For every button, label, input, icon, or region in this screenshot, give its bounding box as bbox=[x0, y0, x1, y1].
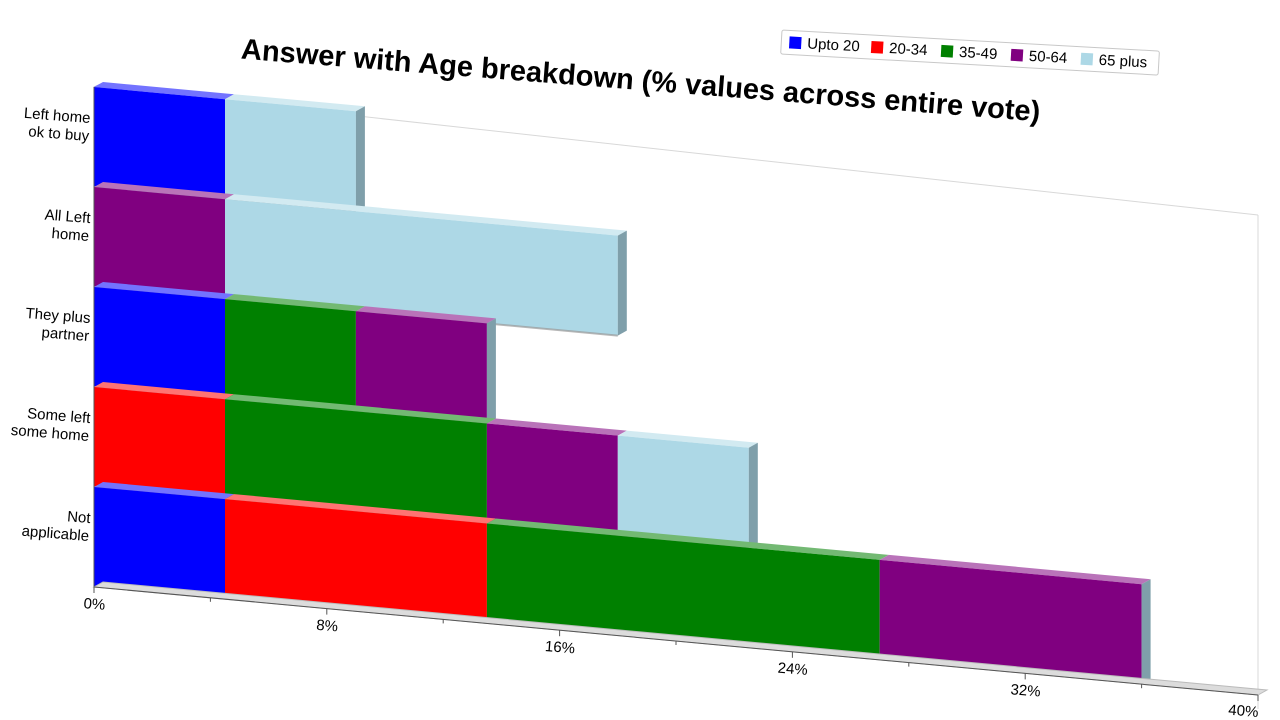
bar-top-1-4 bbox=[225, 194, 627, 236]
bar-segment bbox=[94, 187, 225, 300]
bar-end-cap bbox=[617, 230, 627, 336]
bar-segment bbox=[225, 399, 487, 524]
bar-top-3-3 bbox=[486, 418, 627, 436]
bar-segment bbox=[486, 423, 618, 536]
legend-swatch bbox=[940, 44, 954, 58]
category-label: All Lefthome bbox=[43, 206, 92, 245]
legend-swatch bbox=[870, 41, 884, 54]
bar-top-4-3 bbox=[879, 554, 1151, 585]
legend-box: Upto 20 20-34 35-49 50-64 65 plus bbox=[780, 29, 1160, 76]
legend-entry: 35-49 bbox=[959, 44, 998, 63]
bar-top-2-3 bbox=[355, 306, 496, 324]
legend-swatch bbox=[788, 36, 802, 50]
bars-group: Left homeok to buy All Lefthome They plusp… bbox=[10, 82, 1151, 685]
bar-segment bbox=[225, 299, 356, 412]
bar-segment bbox=[617, 435, 749, 548]
bar-top-2-2 bbox=[225, 294, 365, 312]
x-tick-label: 40% bbox=[1228, 702, 1259, 720]
bar-end-cap bbox=[486, 318, 496, 424]
category-label: Left homeok to buy bbox=[22, 105, 92, 145]
bar-segment bbox=[94, 287, 225, 400]
bar-top-0-4 bbox=[225, 94, 365, 112]
x-tick-label: 32% bbox=[1010, 681, 1041, 700]
legend-entry: 20-34 bbox=[889, 40, 928, 59]
bar-segment bbox=[355, 311, 487, 424]
legend-swatch bbox=[1010, 48, 1024, 62]
x-tick-label: 0% bbox=[83, 595, 106, 614]
bar-end-cap bbox=[1141, 579, 1151, 685]
bar-segment bbox=[225, 499, 487, 624]
bar-segment bbox=[486, 523, 880, 660]
legend-swatch bbox=[1080, 52, 1094, 66]
legend-entry: 50-64 bbox=[1028, 48, 1067, 67]
x-tick-label: 8% bbox=[316, 617, 339, 636]
bar-segment bbox=[94, 487, 225, 600]
bar-segment bbox=[94, 387, 225, 500]
bar-top-4-0 bbox=[94, 482, 234, 500]
legend-entry: Upto 20 bbox=[807, 35, 860, 55]
category-label: Some leftsome home bbox=[10, 404, 92, 445]
axes-group: 0% 8% 16% 24% 32% 40% bbox=[83, 87, 1269, 720]
bar-top-4-2 bbox=[486, 518, 889, 560]
bar-top-4-1 bbox=[225, 494, 496, 524]
bar-end-cap bbox=[355, 106, 365, 212]
bar-end-cap bbox=[748, 442, 758, 548]
bar-segment bbox=[94, 87, 225, 200]
x-tick-label: 24% bbox=[777, 660, 808, 679]
bar-top-3-2 bbox=[225, 394, 496, 424]
bar-segment bbox=[879, 559, 1142, 685]
x-tick-label: 16% bbox=[544, 638, 575, 657]
bar-segment bbox=[225, 99, 356, 212]
bar-top-2-0 bbox=[94, 282, 234, 300]
bar-top-0-0 bbox=[94, 82, 234, 100]
legend-entry: 65 plus bbox=[1098, 52, 1147, 72]
category-label: Notapplicable bbox=[21, 505, 92, 545]
bar-top-1-3 bbox=[94, 182, 234, 200]
category-label: They pluspartner bbox=[24, 305, 92, 345]
bar-top-3-4 bbox=[617, 430, 758, 448]
bar-segment bbox=[225, 199, 618, 336]
legend: Upto 20 20-34 35-49 50-64 65 plus bbox=[780, 29, 1160, 76]
bar-top-3-1 bbox=[94, 382, 234, 400]
